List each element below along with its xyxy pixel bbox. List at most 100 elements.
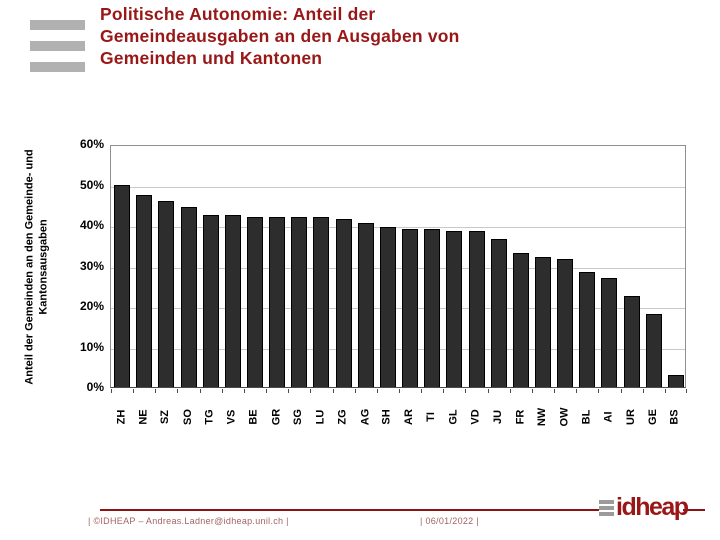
footer-rule [683, 509, 705, 511]
x-tick-label-ZH: ZH [115, 409, 128, 425]
x-axis-tick [266, 389, 268, 393]
bar-GL [446, 231, 463, 387]
bar-GR [269, 216, 286, 387]
gridline [111, 186, 685, 188]
bar-TG [202, 214, 219, 387]
bar-JU [490, 239, 507, 387]
x-axis-tick [332, 389, 334, 393]
bar-GE [645, 314, 662, 387]
idheap-logo-icon [599, 500, 614, 518]
bar-chart-plot-area [110, 145, 687, 393]
x-axis-tick [221, 389, 223, 393]
footer-copyright: | ©IDHEAP – Andreas.Ladner@idheap.unil.c… [88, 516, 289, 526]
bar-UR [623, 295, 640, 387]
x-tick-label-VD: VD [469, 409, 482, 425]
deco-bar-icon [30, 62, 85, 72]
y-tick-label: 10% [79, 339, 104, 354]
gridline [111, 348, 685, 350]
bar-VS [224, 214, 241, 387]
bar-NE [136, 194, 153, 387]
idheap-logo-text: idheap [616, 493, 689, 521]
x-tick-label-FR: FR [513, 409, 526, 425]
bar-ZG [335, 218, 352, 387]
x-axis-tick [243, 389, 245, 393]
slide-title-line: Politische Autonomie: Anteil der [100, 4, 376, 24]
x-axis-tick [133, 389, 135, 393]
x-tick-label-SZ: SZ [159, 409, 172, 425]
footer-rule [100, 509, 599, 511]
slide-title-line: Gemeindeausgaben an den Ausgaben von [100, 26, 460, 46]
gridline [111, 308, 685, 309]
x-tick-label-AR: AR [403, 409, 416, 425]
x-axis-tick [354, 389, 356, 393]
x-axis-tick [421, 389, 423, 393]
x-axis-tick [487, 389, 489, 393]
bar-NW [535, 257, 551, 387]
x-tick-label-AI: AI [602, 411, 615, 423]
x-axis-tick [576, 389, 578, 393]
x-axis-tick-labels: ZH NE SZ SO TG VS BE GR SG LU ZG AG SH AR TI GL VD JU FR NW… [110, 398, 686, 438]
x-tick-label-OW: OW [558, 407, 571, 427]
x-tick-label-GE: GE [646, 409, 659, 425]
x-axis-tick [199, 389, 201, 393]
x-tick-label-TG: TG [203, 409, 216, 425]
x-tick-label-BL: BL [580, 409, 593, 425]
deco-bar-icon [30, 20, 85, 30]
x-tick-label-NE: NE [137, 409, 150, 425]
x-tick-label-ZG: ZG [336, 409, 349, 425]
bar-LU [313, 216, 330, 387]
footer-date: | 06/01/2022 | [420, 516, 479, 526]
x-tick-label-BS: BS [668, 409, 681, 425]
y-tick-label: 20% [79, 299, 104, 313]
x-tick-label-SG: SG [292, 409, 305, 425]
y-axis-title-line: Anteil der Gemeinden an den Gemeinde- un… [24, 148, 37, 385]
x-tick-label-TI: TI [425, 412, 438, 422]
x-tick-label-GR: GR [270, 408, 283, 426]
x-tick-label-LU: LU [314, 409, 327, 425]
bar-VD [468, 231, 485, 387]
bar-FR [512, 253, 529, 387]
x-axis-tick [664, 389, 666, 393]
y-tick-label: 0% [86, 380, 104, 394]
deco-bar-icon [30, 41, 85, 51]
idheap-logo: idheap [599, 493, 689, 521]
x-tick-label-NW: NW [535, 407, 548, 427]
x-tick-label-BE: BE [247, 409, 260, 425]
x-tick-label-SO: SO [181, 409, 194, 425]
bar-AI [601, 277, 618, 387]
x-axis-tick [177, 389, 179, 393]
bar-BL [579, 271, 596, 387]
y-axis-title-line: Kantonsausgaben [38, 218, 51, 315]
x-axis-tick [598, 389, 600, 393]
y-tick-label: 50% [79, 177, 104, 192]
bar-ZH [114, 184, 131, 387]
gridline [111, 267, 685, 269]
x-axis-tick [465, 389, 467, 393]
bar-SZ [158, 200, 175, 387]
y-tick-label: 40% [79, 218, 104, 232]
x-tick-label-AG: AG [358, 408, 371, 426]
x-axis-tick [642, 389, 644, 393]
y-tick-label: 30% [79, 258, 104, 273]
bar-AG [357, 222, 374, 387]
x-tick-label-GL: GL [447, 409, 460, 425]
bar-SO [180, 206, 197, 387]
x-axis-tick [111, 389, 112, 393]
slide-title: Politische Autonomie: Anteil der Gemeind… [100, 3, 660, 69]
gridline [111, 227, 685, 228]
x-axis-tick [399, 389, 400, 393]
bar-BS [667, 374, 684, 387]
x-axis-tick [376, 389, 378, 393]
bar-OW [557, 259, 574, 387]
bar-AR [402, 229, 419, 387]
slide-title-line: Gemeinden und Kantonen [100, 48, 323, 68]
slide-corner-mark [30, 20, 85, 83]
bar-BE [247, 216, 263, 387]
bar-SG [291, 216, 308, 387]
x-axis-tick [620, 389, 622, 393]
x-axis-tick [509, 389, 511, 393]
x-axis-tick [554, 389, 556, 393]
x-tick-label-UR: UR [624, 409, 637, 425]
bar-TI [424, 229, 441, 387]
